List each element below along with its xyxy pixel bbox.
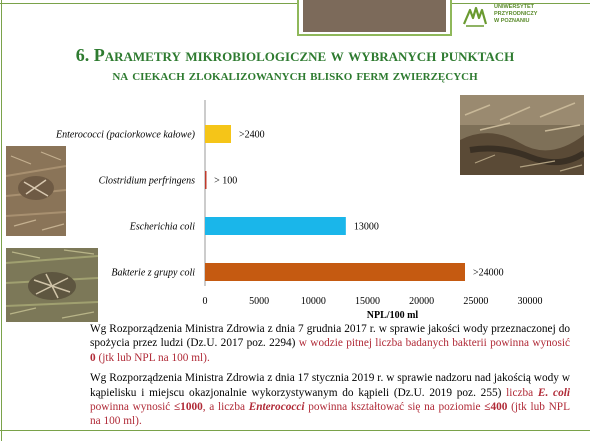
text-span: Enterococci: [248, 401, 305, 414]
category-label: Bakterie z grupy coli: [111, 268, 195, 279]
header-photo: [297, 0, 452, 36]
data-label: >2400: [239, 130, 265, 141]
category-label: Enterococci (paciorkowce kałowe): [55, 130, 196, 141]
slide-title-line2: na ciekach zlokalizowanych blisko ferm z…: [112, 67, 478, 84]
logo-line: W POZNANIU: [494, 18, 530, 24]
bar: [205, 171, 207, 189]
text-span: ≤1000: [173, 401, 203, 414]
text-span: powinna wynosić: [90, 401, 174, 414]
x-tick-label: 5000: [249, 296, 269, 307]
x-tick-label: 15000: [355, 296, 380, 307]
data-label: 13000: [354, 222, 379, 233]
frame-line: [0, 430, 590, 431]
text-span: ≤400: [484, 401, 508, 414]
logo-line: UNIWERSYTET: [494, 4, 535, 10]
photo-animal-carcass-1: [6, 146, 66, 236]
photo-manure-stream: [460, 95, 584, 175]
bar: [205, 217, 346, 235]
text-span: 0: [90, 351, 96, 364]
category-label: Clostridium perfringens: [99, 176, 196, 187]
text-span: liczba: [506, 386, 538, 399]
category-label: Escherichia coli: [129, 222, 195, 233]
data-label: > 100: [214, 176, 237, 187]
text-span: w wodzie pitnej liczba badanych bakterii…: [298, 337, 570, 350]
text-span: E. coli: [537, 386, 570, 399]
text-span: Wg Rozporządzenia Ministra Zdrowia z dni…: [90, 323, 570, 350]
bar: [205, 125, 231, 143]
text-span: Wg Rozporządzenia Ministra Zdrowia z dni…: [90, 372, 570, 399]
regulation-paragraph-bathing-water: Wg Rozporządzenia Ministra Zdrowia z dni…: [90, 371, 570, 429]
data-label: >24000: [473, 268, 504, 279]
header-photo-image: [303, 0, 446, 32]
text-span: (jtk lub NPL na 100 ml).: [90, 401, 570, 428]
x-tick-label: 25000: [463, 296, 488, 307]
slide-title-line1: 6. Parametry mikrobiologiczne w wybranyc…: [75, 45, 515, 65]
x-tick-label: 20000: [409, 296, 434, 307]
regulations-text: Wg Rozporządzenia Ministra Zdrowia z dni…: [90, 322, 570, 427]
frame-line: [1, 0, 2, 441]
x-axis-label: NPL/100 ml: [367, 310, 419, 320]
university-logo-text: UNIWERSYTET PRZYRODNICZY W POZNANIU: [494, 4, 537, 25]
regulation-paragraph-drinking-water: Wg Rozporządzenia Ministra Zdrowia z dni…: [90, 322, 570, 365]
logo-line: PRZYRODNICZY: [494, 11, 538, 17]
text-span: , a liczba: [202, 401, 249, 414]
x-tick-label: 0: [203, 296, 208, 307]
x-tick-label: 10000: [301, 296, 326, 307]
frame-line: [0, 3, 590, 4]
bar: [205, 263, 465, 281]
text-span: (jtk lub NPL na 100 ml).: [95, 351, 210, 364]
bar-chart: Enterococci (paciorkowce kałowe) >2400 Clo…: [55, 100, 543, 320]
university-logo: UNIWERSYTET PRZYRODNICZY W POZNANIU: [462, 1, 572, 35]
x-tick-label: 30000: [518, 296, 543, 307]
university-logo-icon: [462, 6, 488, 27]
text-span: powinna kształtować się na poziomie: [304, 401, 485, 414]
photo-animal-carcass-2: [6, 248, 98, 322]
